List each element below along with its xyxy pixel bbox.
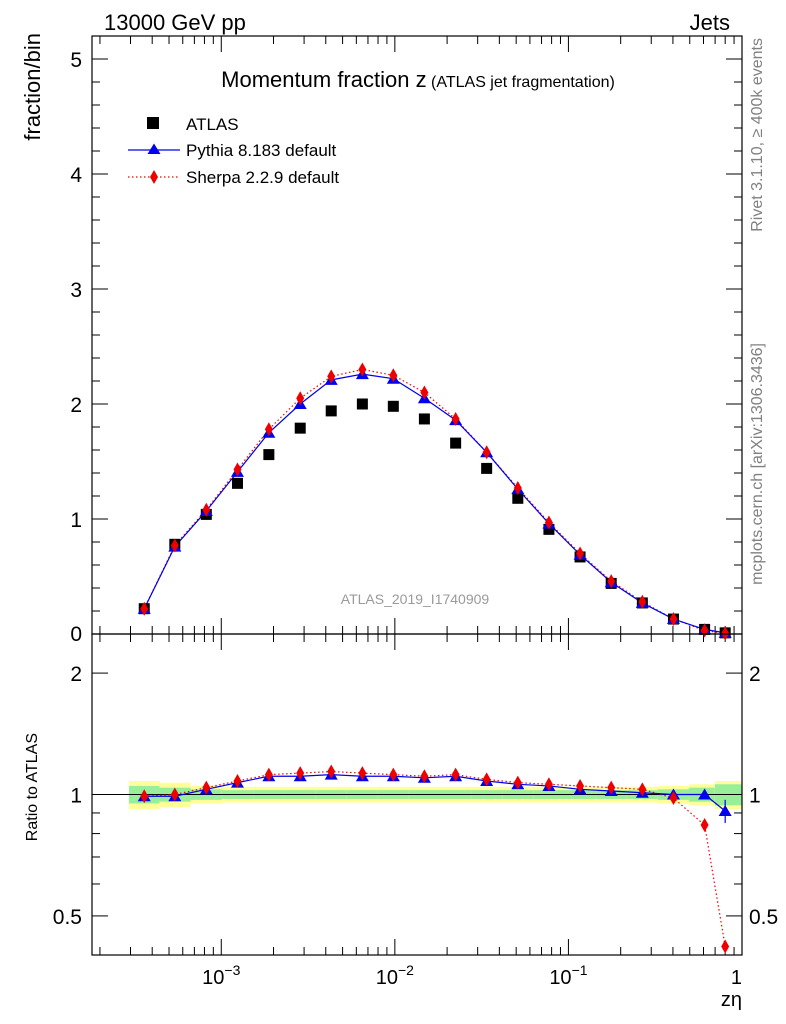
- sherpa-point: [140, 601, 149, 616]
- analysis-watermark: ATLAS_2019_I1740909: [341, 591, 490, 607]
- atlas-point: [418, 413, 430, 425]
- sherpa-point: [264, 422, 273, 437]
- atlas-point: [481, 462, 493, 474]
- sherpa-ratio-line: [144, 770, 726, 947]
- ratio-uncertainty-band: [128, 781, 742, 810]
- main-series: [137, 362, 732, 641]
- process-label: Jets: [690, 10, 730, 35]
- main-title-text: Momentum fraction z: [221, 67, 426, 92]
- pythia-ratio-point: [698, 788, 712, 800]
- legend-pythia-marker: [147, 143, 161, 154]
- x-tick-label: 10−3: [202, 962, 240, 989]
- sherpa-point: [358, 362, 367, 377]
- sherpa-ratio-point: [170, 787, 179, 802]
- sherpa-point: [544, 515, 553, 530]
- main-y-tick-label: 3: [70, 279, 82, 302]
- sherpa-ratio-point: [264, 767, 273, 782]
- ratio-y-tick-label-right: 1: [749, 785, 761, 808]
- atlas-point: [450, 437, 462, 449]
- legend-atlas-label: ATLAS: [186, 115, 239, 134]
- atlas-point: [231, 477, 243, 489]
- legend-pythia-label: Pythia 8.183 default: [186, 141, 337, 160]
- main-title: Momentum fraction z (ATLAS jet fragmenta…: [221, 67, 615, 92]
- sherpa-line: [143, 368, 726, 635]
- sherpa-ratio-point: [700, 818, 709, 833]
- sherpa-ratio-point: [140, 789, 149, 804]
- sherpa-point: [327, 369, 336, 384]
- x-tick-label: 10−2: [376, 962, 414, 989]
- ratio-y-tick-label-right: 2: [749, 663, 761, 686]
- ratio-axes: 10−3 10−2 10−1 1 0.5 0.5 1 1 2 2: [53, 634, 778, 989]
- x-tick-label: 1: [731, 967, 742, 989]
- atlas-point: [263, 449, 275, 461]
- pythia-ratio-line: [144, 774, 726, 812]
- legend-atlas-marker: [147, 117, 159, 129]
- sherpa-point: [513, 480, 522, 495]
- sherpa-point: [296, 391, 305, 406]
- sherpa-point: [638, 594, 647, 609]
- ratio-y-axis-label: Ratio to ATLAS: [24, 733, 41, 841]
- sherpa-ratio-point: [327, 764, 336, 779]
- main-y-tick-label: 5: [70, 49, 82, 72]
- sherpa-ratio-point: [296, 766, 305, 781]
- ratio-y-tick-label: 0.5: [53, 906, 82, 929]
- sherpa-point: [420, 385, 429, 400]
- sherpa-ratio-point: [607, 780, 616, 795]
- sherpa-ratio-point: [669, 791, 678, 806]
- ratio-y-tick-label: 2: [70, 663, 82, 686]
- sherpa-point: [482, 445, 491, 460]
- sherpa-ratio-point: [358, 766, 367, 781]
- sherpa-ratio-point: [202, 780, 211, 795]
- sherpa-ratio-point: [389, 767, 398, 782]
- main-y-tick-label: 1: [70, 509, 82, 532]
- atlas-point: [294, 422, 306, 434]
- sherpa-point: [170, 538, 179, 553]
- sherpa-ratio-point: [544, 777, 553, 792]
- mcplots-label: mcplots.cern.ch [arXiv:1306.3436]: [749, 343, 766, 585]
- legend-sherpa-label: Sherpa 2.2.9 default: [186, 168, 339, 187]
- sherpa-ratio-point: [482, 772, 491, 787]
- atlas-point: [387, 400, 399, 412]
- sherpa-ratio-point: [513, 775, 522, 790]
- ratio-y-tick-label: 1: [70, 785, 82, 808]
- sherpa-ratio-point: [576, 778, 585, 793]
- pythia-ratio-point: [718, 805, 732, 817]
- sherpa-point: [576, 546, 585, 561]
- sherpa-point: [202, 502, 211, 517]
- sherpa-point: [233, 462, 242, 477]
- ratio-frame: [91, 633, 743, 956]
- main-title-subtitle: (ATLAS jet fragmentation): [431, 74, 615, 91]
- x-tick-label: 10−1: [549, 962, 587, 989]
- sherpa-ratio-point: [451, 767, 460, 782]
- main-y-axis-label: fraction/bin: [20, 33, 45, 141]
- sherpa-ratio-point: [420, 769, 429, 784]
- rivet-label: Rivet 3.1.10, ≥ 400k events: [749, 38, 766, 232]
- atlas-point: [325, 405, 337, 417]
- x-axis-label: zη: [721, 989, 742, 1011]
- sherpa-point: [389, 368, 398, 383]
- main-y-tick-label: 2: [70, 394, 82, 417]
- sherpa-ratio-point: [721, 939, 730, 954]
- ratio-series: [137, 764, 732, 954]
- energy-label: 13000 GeV pp: [104, 10, 246, 35]
- sherpa-ratio-point: [638, 782, 647, 797]
- atlas-point: [356, 398, 368, 410]
- main-y-tick-label: 4: [70, 164, 82, 187]
- sherpa-point: [669, 612, 678, 627]
- sherpa-ratio-point: [233, 774, 242, 789]
- ratio-y-tick-label-right: 0.5: [749, 906, 778, 929]
- atlas-point: [512, 492, 524, 504]
- sherpa-point: [451, 411, 460, 426]
- legend-sherpa-marker: [150, 170, 158, 184]
- legend: ATLAS Pythia 8.183 default Sherpa 2.2.9 …: [128, 115, 339, 187]
- sherpa-point: [607, 574, 616, 589]
- main-y-tick-label-zero: 0: [70, 623, 82, 646]
